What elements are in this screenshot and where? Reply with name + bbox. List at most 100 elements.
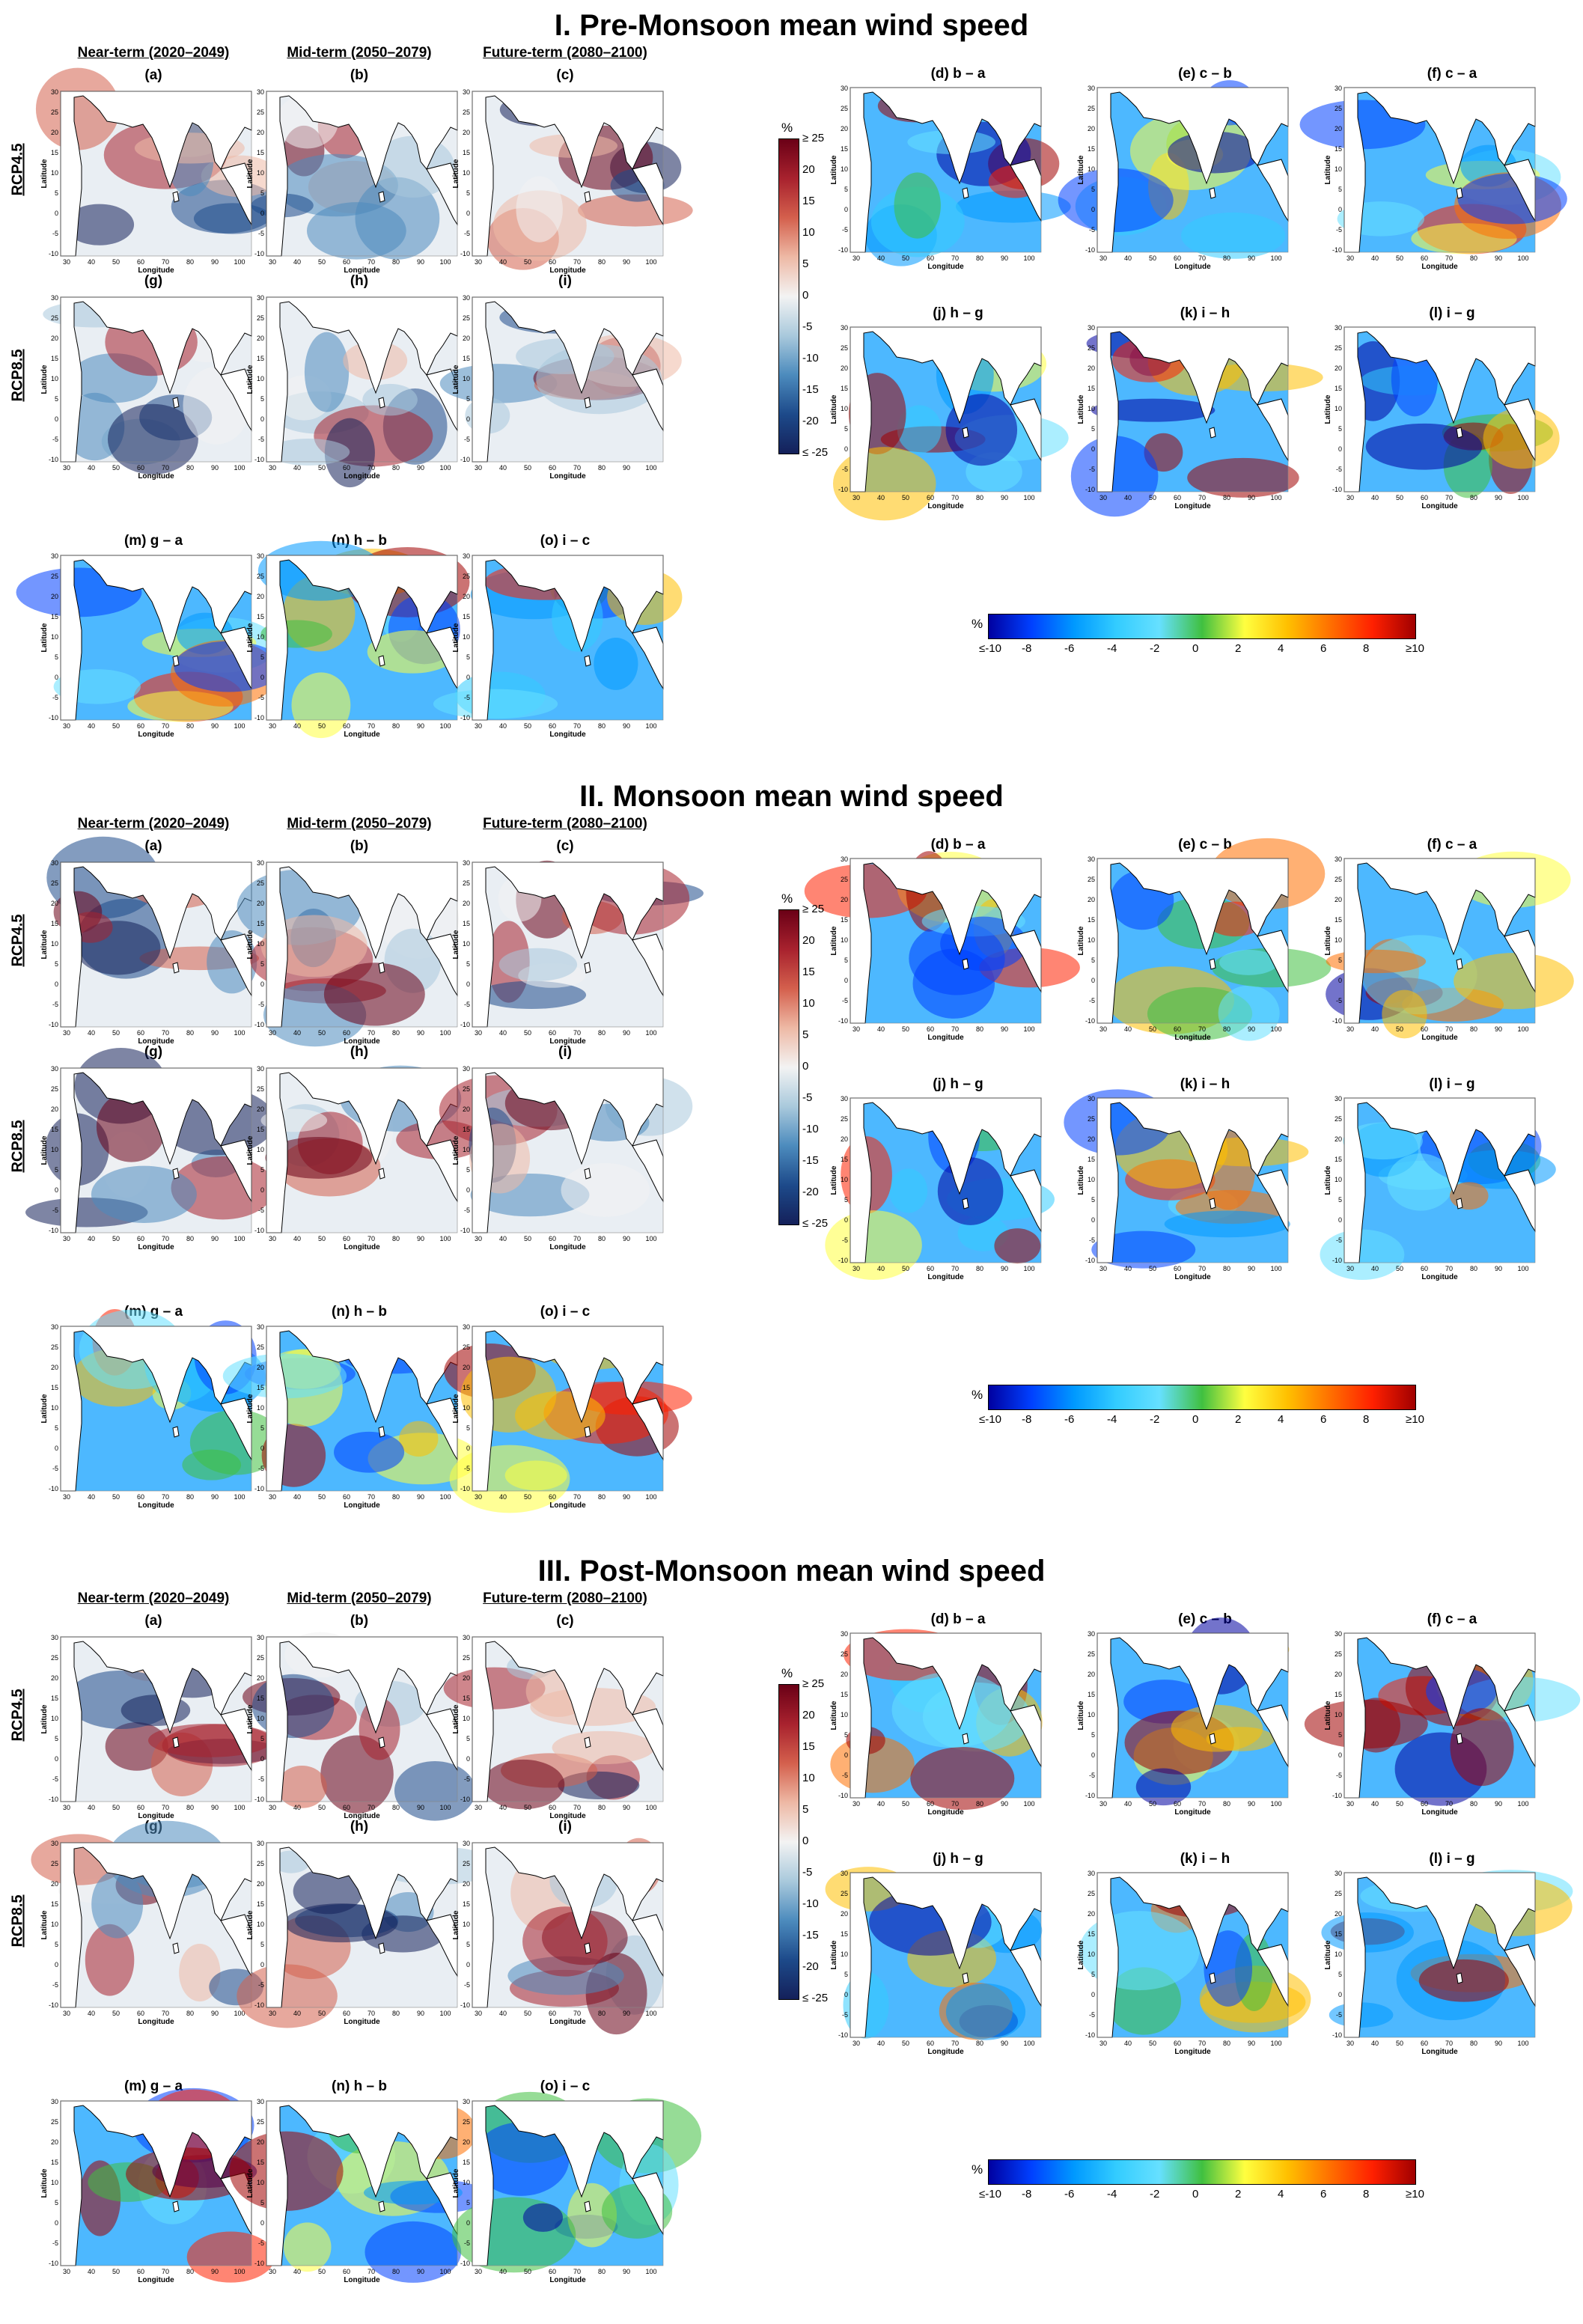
x-tick-label: 60: [343, 2268, 350, 2275]
y-axis-label: Latitude: [246, 623, 254, 652]
x-tick-label: 50: [318, 1493, 326, 1501]
y-tick-label: 25: [257, 1654, 264, 1662]
y-tick-label: 30: [1088, 856, 1095, 863]
field-blob: [64, 204, 135, 245]
southeast-asia-land: [220, 1397, 252, 1461]
x-tick-label: 70: [573, 1493, 581, 1501]
panel-label: (m) g – a: [123, 2079, 183, 2094]
x-tick-label: 30: [269, 2010, 276, 2017]
x-tick-label: 100: [1023, 1800, 1034, 1808]
landmass: [850, 1872, 1042, 2038]
sri-lanka-land: [584, 191, 591, 203]
x-tick-label: 100: [645, 258, 656, 266]
panel-label: (a): [144, 838, 162, 854]
y-tick-label: -5: [842, 466, 848, 473]
scenario-difference-map: 30 40 50 60 70 80 90 100 30 25 20 15 10 5 0 -5 -10 Longit…: [444, 1323, 692, 1516]
sri-lanka-land: [584, 962, 591, 974]
sri-lanka-land: [962, 187, 969, 199]
sri-lanka-land: [378, 1426, 385, 1438]
x-tick-label: 80: [1223, 494, 1230, 501]
southeast-asia-land: [1257, 1704, 1289, 1768]
map-plot: 30 40 50 60 70 80 90 100302520151050-5-10Longit…: [439, 294, 682, 481]
x-tick-label: 60: [927, 254, 934, 262]
column-heading: Mid-term (2050–2079): [287, 45, 432, 61]
y-tick-label: 20: [257, 1364, 264, 1371]
panel-label: (j) h – g: [933, 1851, 983, 1867]
field-blob: [1457, 173, 1567, 225]
x-tick-label: 80: [598, 1493, 606, 1501]
y-tick-label: -5: [464, 1775, 470, 1783]
y-axis-label: Latitude: [246, 930, 254, 959]
field-blob: [522, 2203, 563, 2232]
x-tick-label: 100: [1517, 254, 1528, 262]
x-tick-label: 80: [186, 1493, 194, 1501]
y-tick-label: 25: [841, 1650, 848, 1658]
colorbar-tick-label: 0: [802, 1060, 809, 1073]
x-axis-label: Longitude: [138, 1812, 174, 1820]
y-tick-label: 15: [51, 1695, 58, 1702]
landmass: [850, 1097, 1042, 1263]
map-plot: 30 40 50 60 70 80 90 100302520151050-5-10Longit…: [16, 552, 284, 739]
map-plot: 30 40 50 60 70 80 90 100302520151050-5-10Longit…: [25, 1047, 275, 1251]
x-tick-label: 40: [88, 1029, 95, 1037]
x-tick-label: 60: [1421, 254, 1428, 262]
y-tick-label: 15: [51, 149, 58, 156]
scenario-difference-map: 30 40 50 60 70 80 90 100 30 25 20 15 10 5 0 -5 -10 Longit…: [40, 1308, 283, 1516]
colorbar-tick-label: ≤ -25: [802, 446, 829, 459]
panel-label: (b): [350, 1613, 369, 1629]
y-tick-label: 5: [55, 189, 58, 197]
x-tick-label: 60: [549, 1804, 556, 1811]
landmass: [266, 1326, 458, 1492]
y-tick-label: -10: [49, 1021, 58, 1028]
y-tick-label: 25: [1335, 1890, 1342, 1897]
difference-wind-map: 30 40 50 60 70 80 90 100 30 25 20 15 10 5 0 -5 -10 Longit…: [1324, 851, 1574, 1049]
y-tick-label: -5: [258, 694, 264, 701]
scenario-row-label: RCP8.5: [9, 1120, 26, 1173]
landmass: [266, 1636, 458, 1802]
y-tick-label: 0: [55, 674, 58, 681]
sri-lanka-land: [962, 427, 969, 439]
y-tick-label: 10: [257, 2179, 264, 2186]
x-tick-label: 60: [137, 1804, 144, 1811]
difference-wind-map: 30 40 50 60 70 80 90 100 30 25 20 15 10 5 0 -5 -10 Longit…: [1058, 80, 1291, 278]
field-blob: [1454, 953, 1574, 1010]
y-tick-label: 20: [1088, 365, 1095, 372]
panel-label: (k) i – h: [1180, 1076, 1230, 1092]
colorbar-tick-label: 0: [1192, 1413, 1199, 1426]
y-tick-label: 25: [1088, 344, 1095, 352]
x-tick-label: 70: [162, 1235, 169, 1242]
y-tick-label: 10: [463, 633, 470, 641]
x-tick-label: 90: [1001, 1265, 1008, 1272]
x-axis-label: Longitude: [549, 1243, 586, 1251]
field-blob: [107, 403, 198, 475]
map-plot: 30 40 50 60 70 80 90 100302520151050-5-10Longit…: [452, 859, 704, 1046]
field-blob: [174, 641, 284, 692]
y-tick-label: -5: [52, 436, 58, 443]
x-tick-label: 70: [951, 254, 959, 262]
southeast-asia-land: [632, 1708, 664, 1772]
x-tick-label: 60: [343, 2010, 350, 2017]
x-tick-label: 70: [367, 2010, 375, 2017]
sri-lanka-land: [584, 1168, 591, 1180]
colorbar-tick-label: -2: [1150, 1413, 1160, 1426]
colorbar-tick-label: 8: [1363, 642, 1370, 655]
colorbar-tick-label: -8: [1022, 2188, 1032, 2201]
x-axis-label: Longitude: [927, 1808, 964, 1817]
colorbar-tick-label: -8: [1022, 642, 1032, 655]
x-tick-label: 30: [1346, 1025, 1354, 1033]
y-tick-label: 0: [1091, 206, 1095, 213]
colorbar-tick-label: ≤ -25: [802, 1217, 829, 1230]
x-tick-label: 100: [1270, 1025, 1281, 1033]
y-tick-label: -5: [258, 1001, 264, 1008]
field-blob: [1187, 457, 1299, 498]
landmass: [60, 555, 252, 721]
y-tick-label: 15: [51, 613, 58, 620]
landmass: [60, 1636, 252, 1802]
diff-colorbar: [988, 2159, 1416, 2185]
x-tick-label: 30: [1346, 1265, 1354, 1272]
y-tick-label: 0: [260, 1961, 264, 1968]
southeast-asia-land: [426, 626, 458, 690]
y-tick-label: 5: [844, 1971, 848, 1978]
y-tick-label: 5: [466, 395, 470, 403]
x-tick-label: 90: [417, 1493, 424, 1501]
